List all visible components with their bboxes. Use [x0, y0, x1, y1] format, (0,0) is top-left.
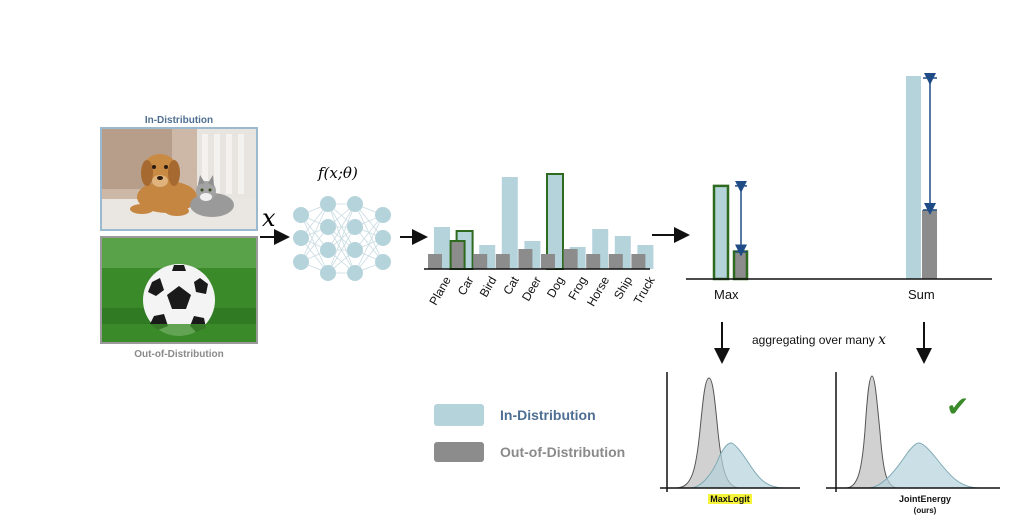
- network-node: [375, 254, 391, 270]
- logit-bar-out-of-distribution-bird: [473, 254, 488, 269]
- network-node: [320, 219, 336, 235]
- maxlogit-label-text: MaxLogit: [708, 494, 752, 504]
- logit-bar-out-of-distribution-cat: [495, 254, 510, 269]
- network-node: [375, 207, 391, 223]
- sum-label: Sum: [908, 287, 935, 302]
- logit-bar-chart: [428, 173, 654, 270]
- jointenergy-label: JointEnergy: [898, 494, 951, 504]
- max-bar-in-distribution: [712, 184, 730, 281]
- network-node: [347, 196, 363, 212]
- logit-bar-in-distribution-cat: [501, 177, 518, 269]
- out-of-distribution-label: Out-of-Distribution: [134, 349, 224, 360]
- aggregate-bar-chart: [712, 73, 937, 281]
- aggregation-note-text: aggregating over many: [752, 333, 875, 347]
- network-node: [293, 207, 309, 223]
- legend-out-of-distribution: Out-of-Distribution: [500, 444, 626, 460]
- network-node: [320, 265, 336, 281]
- legend-swatch-out-of-distribution: [434, 442, 484, 462]
- aggregation-note: aggregating over many x: [752, 332, 886, 348]
- logit-bar-out-of-distribution-horse: [586, 254, 601, 269]
- in-distribution-label: In-Distribution: [144, 115, 214, 126]
- soccer-ball-picture: [102, 238, 256, 342]
- logit-bar-out-of-distribution-dog: [541, 254, 555, 269]
- maxlogit-label: MaxLogit: [690, 494, 770, 504]
- network-node: [347, 265, 363, 281]
- network-node: [320, 242, 336, 258]
- network-node: [320, 196, 336, 212]
- max-label: Max: [714, 287, 739, 302]
- logit-bar-out-of-distribution-deer: [518, 249, 533, 269]
- network-node: [375, 230, 391, 246]
- neural-network-icon: [293, 196, 391, 281]
- sum-bar-out-of-distribution: [922, 209, 937, 279]
- logit-bar-out-of-distribution-truck: [631, 254, 646, 269]
- checkmark-icon: ✔: [946, 390, 970, 423]
- out-of-distribution-image: [100, 236, 258, 344]
- logit-bar-out-of-distribution-car: [449, 240, 466, 270]
- dog-and-cat-picture: [102, 129, 256, 229]
- logit-bar-out-of-distribution-ship: [608, 254, 623, 269]
- logit-bar-out-of-distribution-frog: [563, 249, 578, 269]
- in-distribution-image: [100, 127, 258, 231]
- sum-bar-in-distribution: [906, 76, 921, 279]
- legend-in-distribution: In-Distribution: [500, 407, 596, 423]
- input-symbol: x: [262, 204, 276, 232]
- jointenergy-sublabel: (ours): [913, 506, 937, 515]
- network-node: [347, 219, 363, 235]
- logit-bar-out-of-distribution-plane: [428, 254, 442, 269]
- jointenergy-distribution-plot: [826, 372, 1000, 492]
- aggregation-note-symbol: x: [878, 332, 886, 348]
- network-node: [347, 242, 363, 258]
- network-node: [293, 254, 309, 270]
- max-bar-out-of-distribution: [732, 250, 749, 281]
- network-node: [293, 230, 309, 246]
- network-function-label: f(x;θ): [318, 164, 358, 182]
- legend-swatch-in-distribution: [434, 404, 484, 426]
- maxlogit-distribution-plot: [660, 372, 800, 492]
